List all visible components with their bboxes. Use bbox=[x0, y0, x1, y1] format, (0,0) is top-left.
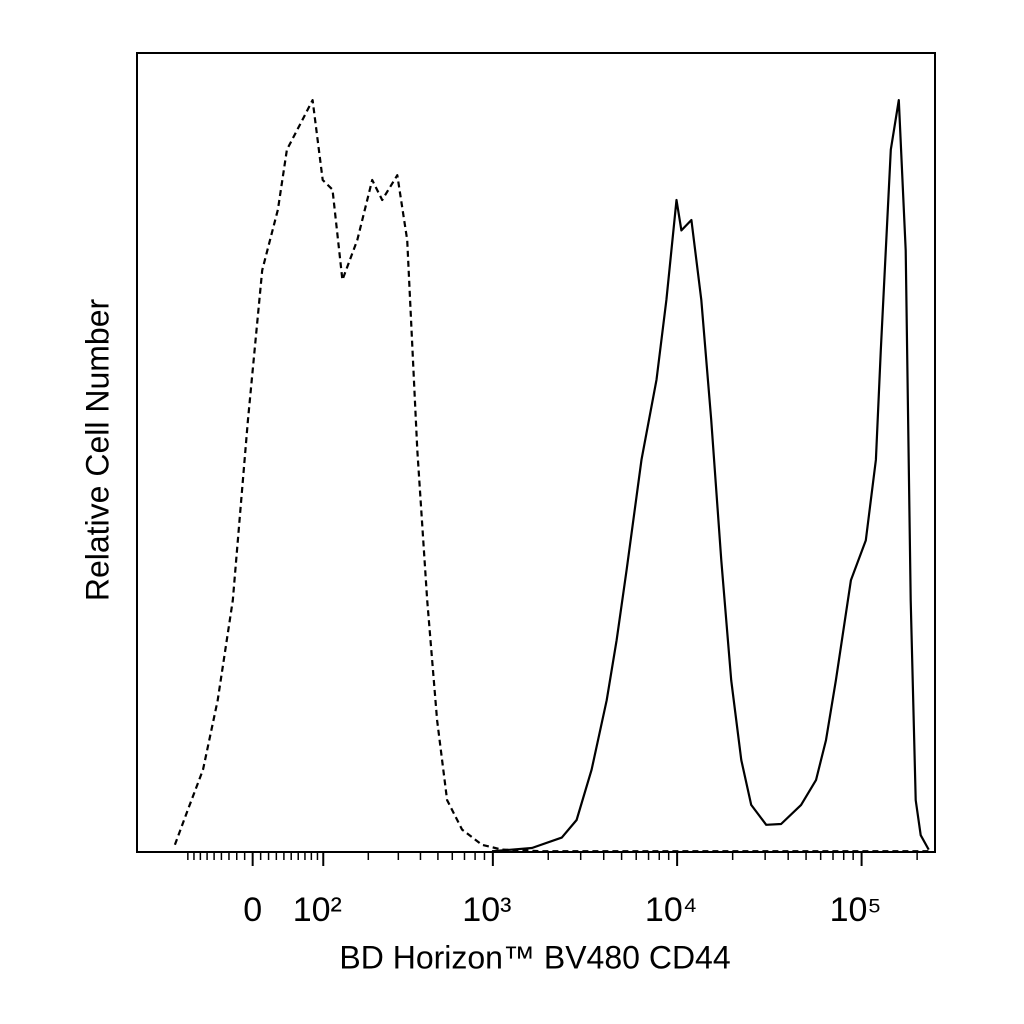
y-axis-label: Relative Cell Number bbox=[79, 298, 115, 601]
x-tick-label: 10³ bbox=[462, 891, 511, 929]
x-tick-label: 10⁵ bbox=[830, 891, 882, 929]
x-tick-label: 10⁴ bbox=[645, 891, 697, 929]
histogram-line bbox=[491, 99, 930, 853]
plot-frame bbox=[136, 52, 936, 853]
x-tick-label: 0 bbox=[243, 891, 262, 929]
x-axis-label: BD Horizon™ BV480 CD44 bbox=[339, 939, 730, 975]
x-tick-label: 10² bbox=[293, 891, 342, 929]
histogram-line bbox=[173, 99, 931, 853]
